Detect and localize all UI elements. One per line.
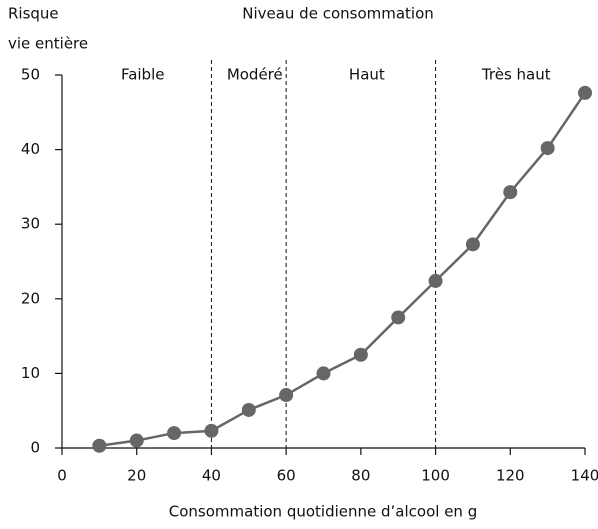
data-point [578, 85, 592, 100]
y-tick-label: 10 [21, 364, 40, 382]
zone-label: Haut [349, 66, 385, 84]
x-tick-label: 100 [421, 467, 450, 485]
y-tick-label: 0 [30, 439, 40, 457]
data-point [353, 347, 368, 362]
data-point [465, 237, 480, 252]
y-axis-label: Risque [8, 5, 59, 23]
data-point [204, 423, 219, 438]
data-point [129, 433, 144, 448]
data-point [92, 438, 107, 453]
data-point [316, 366, 331, 381]
data-point [503, 185, 518, 200]
y-axis-label: vie entière [8, 35, 88, 53]
data-point [540, 141, 555, 156]
zone-label: Modéré [227, 66, 283, 84]
annotation: Niveau de consommation [242, 5, 434, 23]
x-tick-label: 20 [127, 467, 146, 485]
x-tick-label: 80 [351, 467, 370, 485]
data-point [428, 273, 443, 288]
zone-label: Très haut [481, 66, 551, 84]
y-tick-label: 20 [21, 289, 40, 307]
zone-label: Faible [121, 66, 165, 84]
x-tick-label: 60 [277, 467, 296, 485]
x-tick-label: 40 [202, 467, 221, 485]
data-point [167, 426, 182, 441]
data-point [391, 310, 406, 325]
y-tick-label: 30 [21, 215, 40, 233]
x-tick-label: 140 [571, 467, 598, 485]
x-tick-label: 120 [496, 467, 525, 485]
y-tick-label: 50 [21, 66, 40, 84]
x-axis-label: Consommation quotidienne d’alcool en g [169, 503, 477, 521]
x-tick-label: 0 [57, 467, 67, 485]
data-line [99, 92, 587, 447]
data-point [279, 388, 294, 403]
data-point [241, 402, 256, 417]
y-tick-label: 40 [21, 140, 40, 158]
